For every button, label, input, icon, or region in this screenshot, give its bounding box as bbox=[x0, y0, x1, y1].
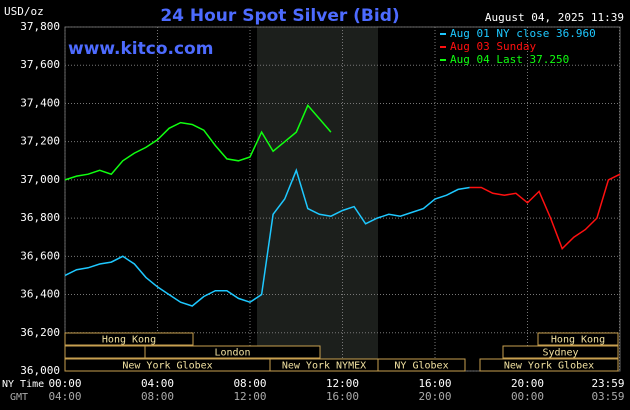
y-tick-label: 36,600 bbox=[20, 249, 60, 262]
y-unit: USD/oz bbox=[4, 5, 44, 18]
x-tick-label: 08:00 bbox=[233, 377, 266, 390]
x-tick-label: 23:59 bbox=[591, 377, 624, 390]
y-tick-label: 37,400 bbox=[20, 96, 60, 109]
session-label: Sydney bbox=[542, 348, 578, 359]
series-line bbox=[64, 168, 470, 307]
y-tick-label: 37,600 bbox=[20, 58, 60, 71]
series-line bbox=[469, 173, 621, 251]
x2-tick-label: 12:00 bbox=[233, 390, 266, 403]
y-tick-label: 37,000 bbox=[20, 173, 60, 186]
x-tick-label: 20:00 bbox=[511, 377, 544, 390]
y-tick-label: 36,800 bbox=[20, 211, 60, 224]
session-box bbox=[377, 358, 466, 372]
y-tick-label: 37,200 bbox=[20, 135, 60, 148]
legend-label: Aug 01 NY close 36.960 bbox=[450, 27, 596, 40]
session-box bbox=[64, 332, 194, 346]
nymex-shade bbox=[257, 27, 378, 371]
session-box bbox=[479, 358, 619, 372]
session-box bbox=[64, 345, 146, 359]
series-line bbox=[64, 104, 332, 181]
lines bbox=[64, 104, 621, 307]
session-box bbox=[537, 332, 619, 346]
session-label: New York Globex bbox=[122, 361, 212, 372]
x2-tick-label: 03:59 bbox=[591, 390, 624, 403]
x2-tick-label: 20:00 bbox=[418, 390, 451, 403]
x-tick-label: 16:00 bbox=[418, 377, 451, 390]
session-box bbox=[144, 345, 321, 359]
session-label: New York NYMEX bbox=[282, 361, 366, 372]
x-tick-label: 00:00 bbox=[48, 377, 81, 390]
y-tick-label: 36,000 bbox=[20, 364, 60, 377]
x-tick-label: 04:00 bbox=[141, 377, 174, 390]
y-tick-label: 36,400 bbox=[20, 288, 60, 301]
session-label: Hong Kong bbox=[551, 335, 605, 346]
x-tick-label: 12:00 bbox=[326, 377, 359, 390]
x2-row-label: GMT bbox=[10, 392, 28, 403]
y-tick-label: 37,800 bbox=[20, 20, 60, 33]
watermark: www.kitco.com bbox=[68, 39, 213, 59]
y-tick-label: 36,200 bbox=[20, 326, 60, 339]
session-label: New York Globex bbox=[504, 361, 594, 372]
legend-label: Aug 03 Sunday bbox=[450, 40, 536, 53]
timestamp: August 04, 2025 11:39 bbox=[485, 11, 624, 24]
session-label: NY Globex bbox=[394, 361, 448, 372]
x2-tick-label: 00:00 bbox=[511, 390, 544, 403]
session-box bbox=[502, 345, 619, 359]
x-row-label: NY Time bbox=[2, 379, 44, 390]
x2-tick-label: 16:00 bbox=[326, 390, 359, 403]
legend-label: Aug 04 Last 37.250 bbox=[450, 53, 569, 66]
session-label: Hong Kong bbox=[102, 335, 156, 346]
chart-title: 24 Hour Spot Silver (Bid) bbox=[160, 6, 399, 26]
x2-tick-label: 08:00 bbox=[141, 390, 174, 403]
session-label: London bbox=[214, 348, 250, 359]
x2-tick-label: 04:00 bbox=[48, 390, 81, 403]
